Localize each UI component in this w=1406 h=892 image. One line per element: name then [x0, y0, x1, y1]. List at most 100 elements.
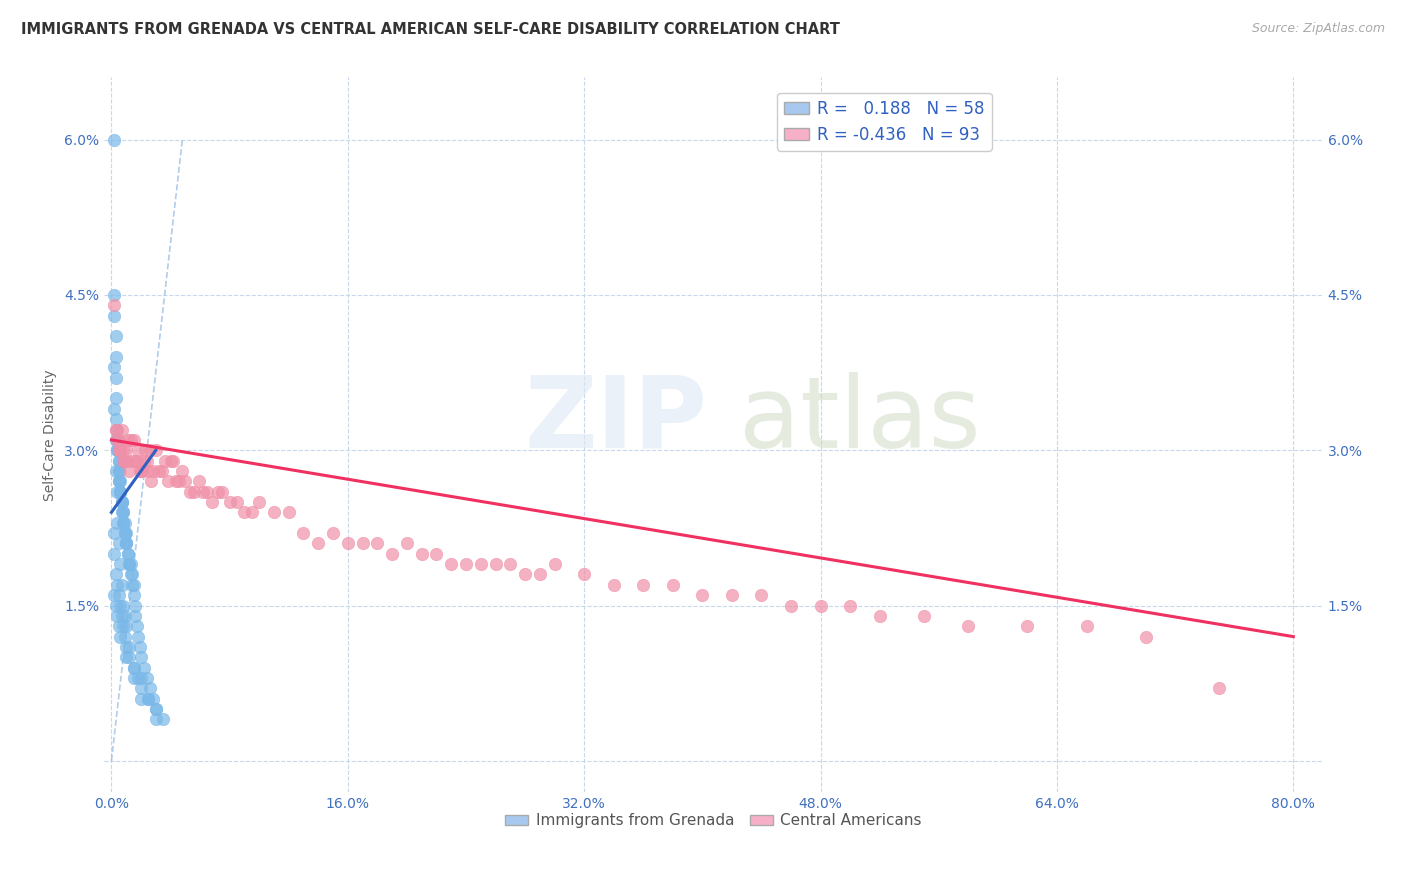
Point: [121, 453, 143, 467]
Point: [277, 505, 299, 519]
Point: [110, 557, 132, 571]
Text: IMMIGRANTS FROM GRENADA VS CENTRAL AMERICAN SELF-CARE DISABILITY CORRELATION CHA: IMMIGRANTS FROM GRENADA VS CENTRAL AMERI…: [21, 22, 839, 37]
Point: [352, 536, 374, 550]
Point: [122, 661, 145, 675]
Point: [129, 464, 152, 478]
Point: [115, 453, 138, 467]
Point: [839, 599, 862, 613]
Point: [103, 288, 125, 302]
Point: [120, 557, 142, 571]
Point: [112, 505, 135, 519]
Point: [751, 588, 773, 602]
Point: [162, 453, 184, 467]
Point: [122, 433, 145, 447]
Point: [118, 650, 141, 665]
Point: [112, 599, 135, 613]
Point: [145, 702, 167, 716]
Point: [211, 484, 233, 499]
Point: [141, 475, 163, 489]
Point: [129, 681, 152, 696]
Point: [543, 557, 565, 571]
Point: [108, 464, 131, 478]
Point: [150, 464, 173, 478]
Point: [513, 567, 536, 582]
Point: [108, 443, 131, 458]
Point: [207, 484, 229, 499]
Point: [499, 557, 522, 571]
Point: [112, 516, 135, 530]
Point: [247, 495, 270, 509]
Point: [110, 599, 132, 613]
Point: [145, 702, 167, 716]
Point: [145, 443, 167, 458]
Point: [127, 671, 149, 685]
Point: [104, 350, 127, 364]
Point: [104, 329, 127, 343]
Point: [135, 453, 157, 467]
Point: [139, 443, 162, 458]
Point: [142, 464, 165, 478]
Point: [114, 608, 136, 623]
Point: [118, 464, 141, 478]
Point: [108, 536, 131, 550]
Point: [124, 453, 146, 467]
Point: [110, 484, 132, 499]
Point: [114, 630, 136, 644]
Point: [138, 691, 160, 706]
Point: [114, 526, 136, 541]
Point: [322, 526, 344, 541]
Point: [721, 588, 744, 602]
Point: [142, 691, 165, 706]
Point: [226, 495, 249, 509]
Point: [128, 464, 150, 478]
Point: [692, 588, 714, 602]
Point: [115, 526, 138, 541]
Point: [128, 640, 150, 654]
Point: [104, 599, 127, 613]
Point: [957, 619, 980, 633]
Point: [425, 547, 447, 561]
Point: [470, 557, 492, 571]
Point: [912, 608, 935, 623]
Point: [108, 588, 131, 602]
Point: [108, 475, 131, 489]
Point: [118, 557, 141, 571]
Point: [603, 578, 626, 592]
Point: [104, 370, 127, 384]
Y-axis label: Self-Care Disability: Self-Care Disability: [44, 369, 58, 500]
Point: [292, 526, 315, 541]
Point: [122, 588, 145, 602]
Point: [111, 578, 134, 592]
Point: [179, 484, 201, 499]
Point: [105, 433, 128, 447]
Point: [104, 392, 127, 406]
Point: [111, 495, 134, 509]
Point: [159, 453, 181, 467]
Point: [110, 484, 132, 499]
Point: [240, 505, 263, 519]
Point: [105, 443, 128, 458]
Point: [1017, 619, 1039, 633]
Point: [103, 360, 125, 375]
Point: [121, 567, 143, 582]
Point: [336, 536, 359, 550]
Legend: Immigrants from Grenada, Central Americans: Immigrants from Grenada, Central America…: [499, 807, 928, 834]
Point: [112, 505, 135, 519]
Point: [233, 505, 256, 519]
Point: [148, 464, 170, 478]
Text: Source: ZipAtlas.com: Source: ZipAtlas.com: [1251, 22, 1385, 36]
Point: [103, 401, 125, 416]
Point: [138, 691, 160, 706]
Point: [1135, 630, 1157, 644]
Point: [111, 608, 134, 623]
Point: [115, 536, 138, 550]
Point: [115, 536, 138, 550]
Point: [108, 464, 131, 478]
Point: [122, 671, 145, 685]
Point: [156, 475, 179, 489]
Point: [366, 536, 388, 550]
Point: [104, 433, 127, 447]
Point: [529, 567, 551, 582]
Point: [108, 453, 131, 467]
Point: [111, 495, 134, 509]
